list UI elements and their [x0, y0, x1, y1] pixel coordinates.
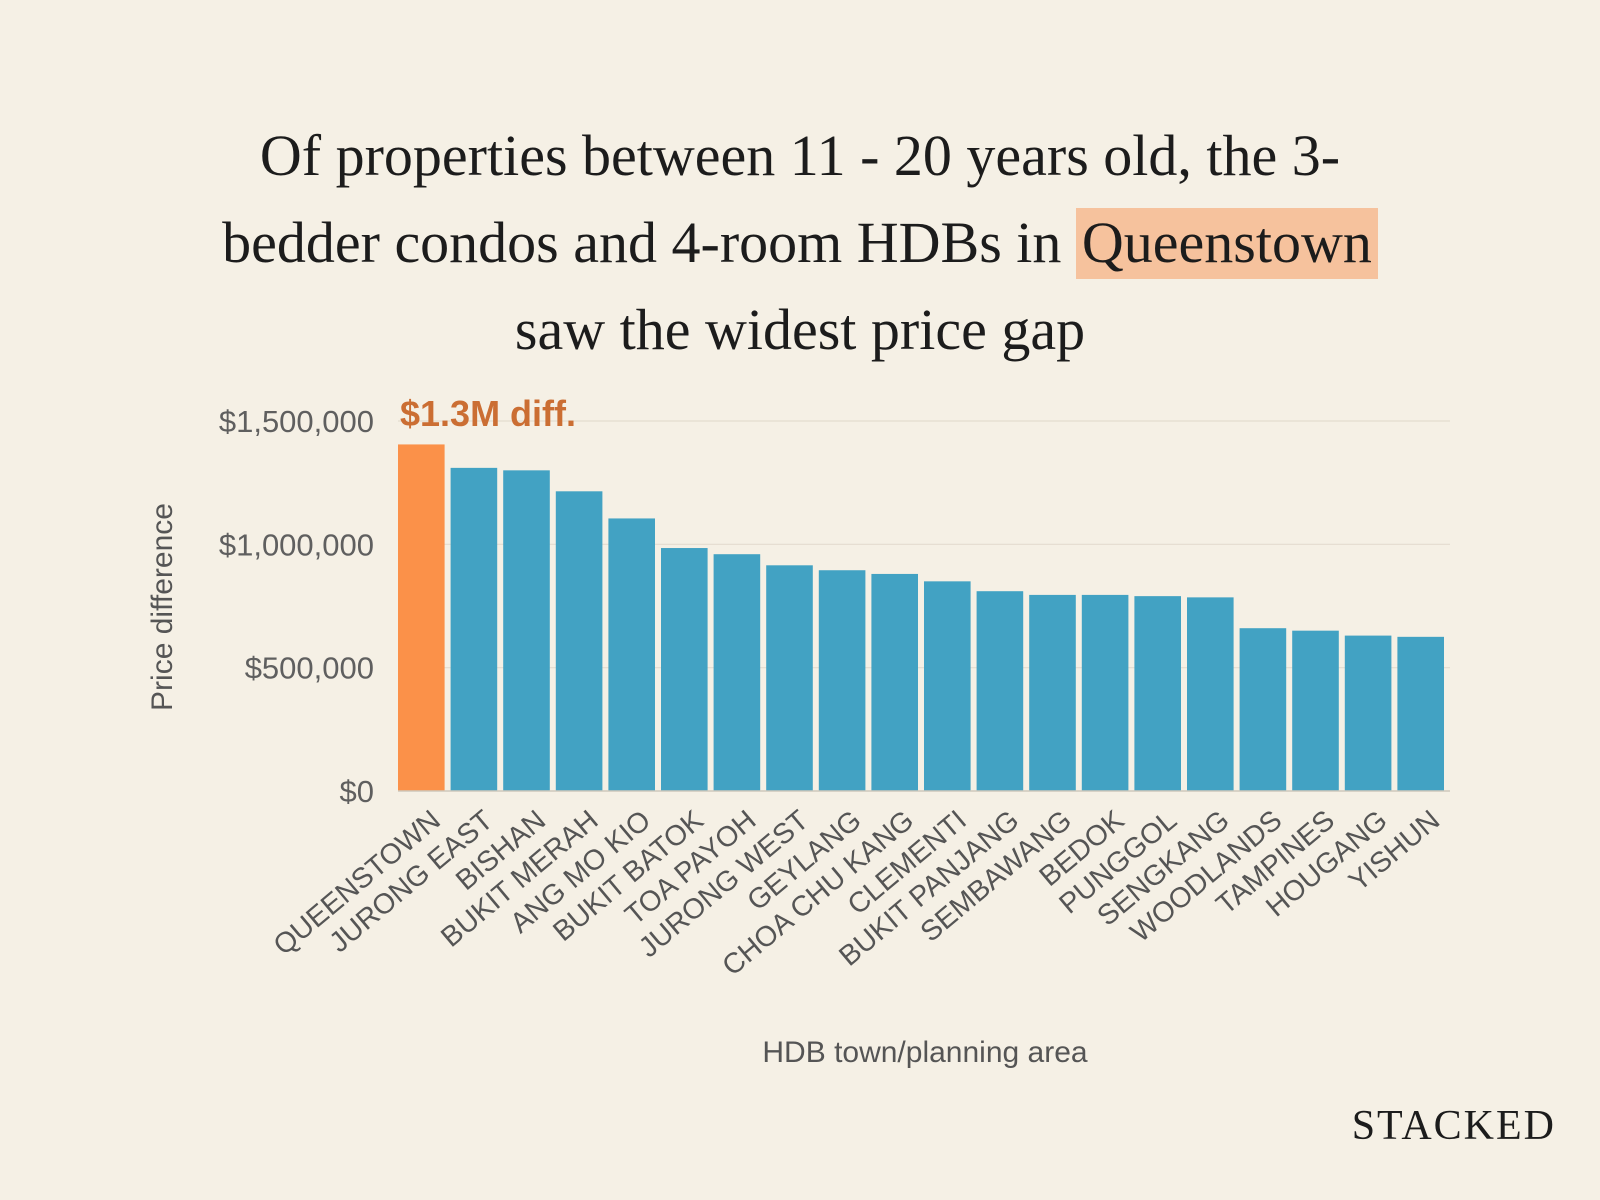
- y-tick-label: $500,000: [245, 651, 374, 686]
- title-line-2: bedder condos and 4-room HDBs in: [222, 210, 1076, 275]
- bar: [766, 565, 813, 791]
- bar: [1029, 594, 1076, 791]
- bar: [924, 581, 971, 791]
- bar: [1134, 596, 1181, 791]
- bar: [1292, 630, 1339, 791]
- bar: [1344, 635, 1392, 791]
- bar: [450, 467, 498, 791]
- y-tick-label: $1,500,000: [219, 404, 374, 439]
- bar: [1187, 597, 1234, 791]
- y-tick-label: $1,000,000: [219, 527, 374, 562]
- bar-annotation: $1.3M diff.: [400, 393, 576, 434]
- stacked-logo: STACKED: [1351, 1103, 1556, 1149]
- bar: [1397, 636, 1444, 791]
- bar: [976, 591, 1024, 791]
- chart-title: Of properties between 11 - 20 years old,…: [80, 112, 1520, 373]
- y-tick-label: $0: [340, 774, 374, 809]
- bar: [1239, 628, 1287, 791]
- bar: [503, 470, 550, 791]
- bar: [555, 491, 603, 791]
- title-line-1: Of properties between 11 - 20 years old,…: [259, 123, 1341, 188]
- y-axis-title: Price difference: [146, 503, 179, 711]
- bar: [1081, 594, 1129, 791]
- title-line-3: saw the widest price gap: [514, 297, 1086, 362]
- bar: [871, 573, 918, 791]
- bar: [608, 518, 655, 791]
- bar: [818, 570, 866, 791]
- title-highlight-queenstown: Queenstown: [1075, 208, 1378, 279]
- bar: [713, 554, 761, 791]
- bar: [661, 548, 708, 791]
- x-axis-title: HDB town/planning area: [762, 1036, 1088, 1069]
- bar-highlight: [398, 444, 445, 791]
